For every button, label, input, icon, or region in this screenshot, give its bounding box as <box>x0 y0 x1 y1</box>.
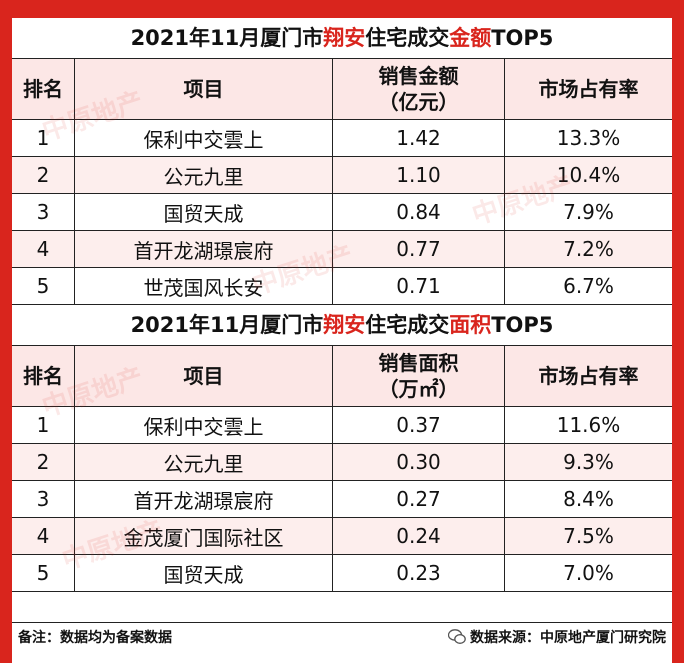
project-cell: 首开龙湖璟宸府 <box>75 481 333 518</box>
header-market-share: 市场占有率 <box>505 346 672 407</box>
project-cell: 金茂厦门国际社区 <box>75 518 333 555</box>
table-row: 1 保利中交雲上 1.42 13.3% <box>12 120 672 157</box>
rank-cell: 3 <box>12 194 75 231</box>
area-table-title: 2021年11月厦门市翔安住宅成交面积TOP5 <box>130 313 554 337</box>
rank-cell: 5 <box>12 555 75 592</box>
table-row: 3 国贸天成 0.84 7.9% <box>12 194 672 231</box>
project-cell: 国贸天成 <box>75 194 333 231</box>
area-table-body: 1 保利中交雲上 0.37 11.6% 2 公元九里 0.30 9.3% 3 首… <box>12 407 672 592</box>
rank-cell: 1 <box>12 407 75 444</box>
rank-cell: 4 <box>12 518 75 555</box>
table-row: 2 公元九里 0.30 9.3% <box>12 444 672 481</box>
share-cell: 7.0% <box>505 555 672 592</box>
value-cell: 1.42 <box>333 120 505 157</box>
project-cell: 国贸天成 <box>75 555 333 592</box>
rank-cell: 1 <box>12 120 75 157</box>
project-cell: 保利中交雲上 <box>75 120 333 157</box>
value-cell: 0.84 <box>333 194 505 231</box>
table-row: 1 保利中交雲上 0.37 11.6% <box>12 407 672 444</box>
rank-cell: 3 <box>12 481 75 518</box>
data-note: 备注：数据均为备案数据 <box>18 629 172 646</box>
data-source: 数据来源：中原地产厦门研究院 <box>448 627 666 647</box>
value-cell: 1.10 <box>333 157 505 194</box>
right-red-border <box>672 0 684 663</box>
value-cell: 0.27 <box>333 481 505 518</box>
sales-table-header: 排名 项目 销售金额 （亿元） 市场占有率 <box>12 58 672 120</box>
table-row: 4 首开龙湖璟宸府 0.77 7.2% <box>12 231 672 268</box>
share-cell: 7.5% <box>505 518 672 555</box>
area-table-header: 排名 项目 销售面积 （万㎡） 市场占有率 <box>12 345 672 407</box>
wechat-icon <box>448 628 466 644</box>
value-cell: 0.24 <box>333 518 505 555</box>
left-red-border <box>0 0 12 663</box>
table-row: 2 公元九里 1.10 10.4% <box>12 157 672 194</box>
value-cell: 0.37 <box>333 407 505 444</box>
project-cell: 公元九里 <box>75 157 333 194</box>
header-project: 项目 <box>75 59 333 120</box>
table-row: 5 世茂国风长安 0.71 6.7% <box>12 268 672 305</box>
header-project: 项目 <box>75 346 333 407</box>
sales-table-title: 2021年11月厦门市翔安住宅成交金额TOP5 <box>130 26 554 50</box>
project-cell: 保利中交雲上 <box>75 407 333 444</box>
share-cell: 8.4% <box>505 481 672 518</box>
value-cell: 0.23 <box>333 555 505 592</box>
rank-cell: 2 <box>12 444 75 481</box>
share-cell: 7.2% <box>505 231 672 268</box>
project-cell: 世茂国风长安 <box>75 268 333 305</box>
report-tables: 2021年11月厦门市翔安住宅成交金额TOP5 排名 项目 销售金额 （亿元） … <box>12 18 672 622</box>
table-row: 5 国贸天成 0.23 7.0% <box>12 555 672 592</box>
table-row: 3 首开龙湖璟宸府 0.27 8.4% <box>12 481 672 518</box>
table-row: 4 金茂厦门国际社区 0.24 7.5% <box>12 518 672 555</box>
top-red-border <box>0 0 684 18</box>
rank-cell: 5 <box>12 268 75 305</box>
header-sales-amount: 销售金额 （亿元） <box>333 59 505 120</box>
share-cell: 13.3% <box>505 120 672 157</box>
share-cell: 11.6% <box>505 407 672 444</box>
share-cell: 10.4% <box>505 157 672 194</box>
sales-table-body: 1 保利中交雲上 1.42 13.3% 2 公元九里 1.10 10.4% 3 … <box>12 120 672 305</box>
share-cell: 6.7% <box>505 268 672 305</box>
value-cell: 0.77 <box>333 231 505 268</box>
value-cell: 0.30 <box>333 444 505 481</box>
data-source-text: 数据来源：中原地产厦门研究院 <box>470 629 666 646</box>
project-cell: 首开龙湖璟宸府 <box>75 231 333 268</box>
project-cell: 公元九里 <box>75 444 333 481</box>
value-cell: 0.71 <box>333 268 505 305</box>
footnote-bar: 备注：数据均为备案数据 数据来源：中原地产厦门研究院 <box>12 622 672 650</box>
header-market-share: 市场占有率 <box>505 59 672 120</box>
rank-cell: 4 <box>12 231 75 268</box>
header-sales-area: 销售面积 （万㎡） <box>333 346 505 407</box>
share-cell: 9.3% <box>505 444 672 481</box>
header-rank: 排名 <box>12 59 75 120</box>
share-cell: 7.9% <box>505 194 672 231</box>
rank-cell: 2 <box>12 157 75 194</box>
header-rank: 排名 <box>12 346 75 407</box>
